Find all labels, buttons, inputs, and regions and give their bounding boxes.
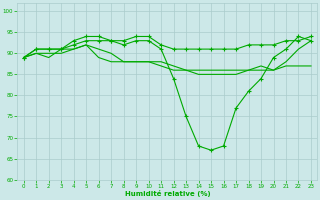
X-axis label: Humidité relative (%): Humidité relative (%)	[124, 190, 210, 197]
